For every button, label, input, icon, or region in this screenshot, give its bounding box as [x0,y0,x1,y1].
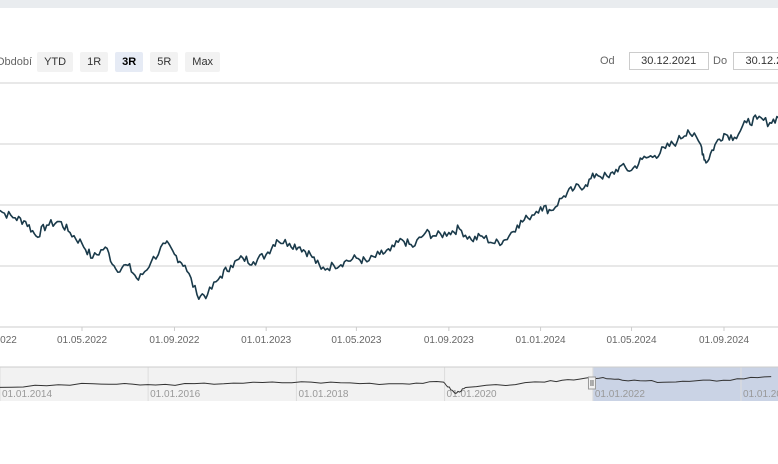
range-selector: Období YTD 1R 3R 5R Max [0,52,227,72]
x-tick-label: 01.05.2024 [607,335,657,346]
x-tick-label: 01.01.2024 [516,335,566,346]
navigator-series-line [0,376,772,394]
navigator-label: 01.01.2018 [298,389,348,400]
x-tick-label: 01.01.2022 [0,335,17,346]
navigator-label: 01.01.2020 [447,389,497,400]
navigator-label: 01.01.2016 [150,389,200,400]
zoom-button-ytd[interactable]: YTD [37,52,74,72]
navigator-selected-range[interactable] [592,367,778,401]
x-tick-label: 01.05.2022 [57,335,107,346]
range-selector-label: Období [0,56,33,68]
date-from-group: Od [600,52,709,70]
date-from-input[interactable] [628,52,709,70]
zoom-button-5r[interactable]: 5R [150,52,179,72]
navigator-label: 01.01.2014 [2,389,52,400]
x-tick-label: 01.09.2024 [699,335,749,346]
top-banner-strip [0,0,778,8]
navigator-left-handle[interactable] [587,376,596,390]
date-to-input[interactable] [733,52,778,70]
series-line [0,114,778,300]
x-tick-label: 01.09.2022 [149,335,199,346]
x-tick-label: 01.01.2023 [241,335,291,346]
navigator-label: 01.01.2024 [743,389,778,400]
date-to-label: Do [713,55,728,67]
x-tick-label: 01.09.2023 [424,335,474,346]
date-from-label: Od [600,55,615,67]
zoom-button-3r[interactable]: 3R [115,52,144,72]
navigator-label: 01.01.2022 [595,389,645,400]
zoom-button-1r[interactable]: 1R [80,52,109,72]
date-to-group: Do [713,52,778,70]
x-tick-label: 01.05.2023 [331,335,381,346]
zoom-button-max[interactable]: Max [185,52,221,72]
